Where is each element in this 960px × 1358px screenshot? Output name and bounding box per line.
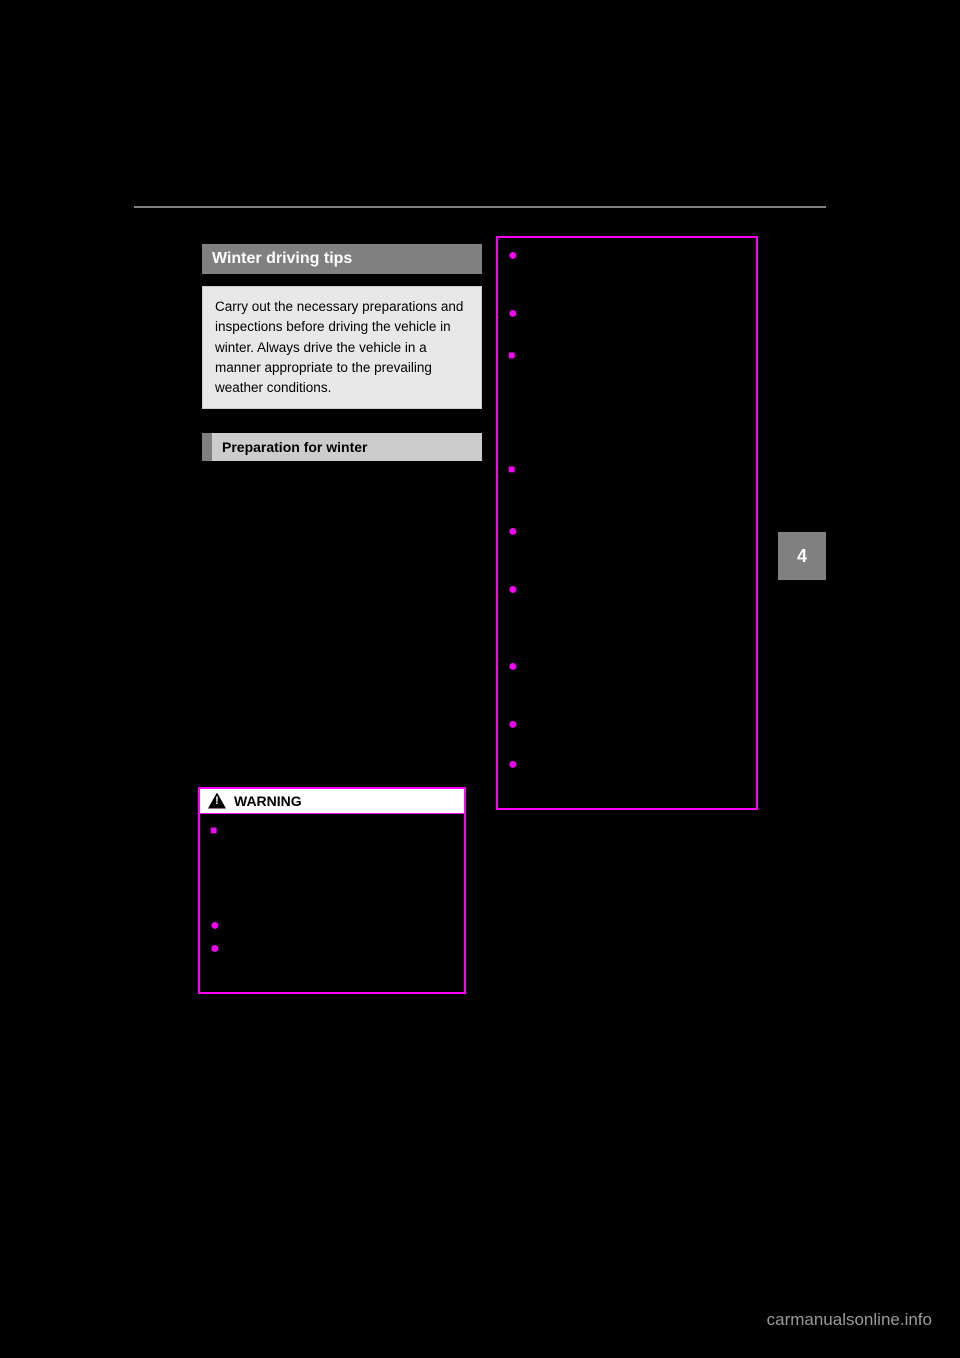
warning-triangle-icon (208, 793, 226, 809)
warning-bullet: ● Use tires of the specified size. (210, 916, 454, 935)
body-text: Ensure that all tires are the specified … (202, 710, 482, 771)
dot-bullet: • (202, 570, 207, 590)
warning-body-text: Observe the following precautions to red… (521, 367, 732, 454)
disc-icon: ● (508, 580, 518, 653)
body-bullet: ● Have the vehicle fitted with four snow… (202, 643, 482, 704)
warning-box-right: ● Do not drive at speeds in excess of th… (496, 236, 758, 810)
warning-bullet: ● Avoid driving on roads with deep snow … (508, 522, 746, 576)
warning-bullet: ● Maintain the recommended level of air … (210, 939, 454, 975)
left-column: Winter driving tips Carry out the necess… (202, 244, 482, 994)
warning-text: Do not use LTA (Lane Tracing Assist) sys… (524, 715, 746, 751)
warning-text: Do not drive in excess of the speed limi… (521, 461, 746, 515)
intro-box: Carry out the necessary preparations and… (202, 286, 482, 409)
warning-square-item: ■ Driving with tire chains Observe the f… (508, 347, 746, 456)
warning-body: ■ Driving with snow tires Observe the fo… (200, 814, 464, 992)
disc-icon: ● (508, 304, 518, 340)
section-title: Winter driving tips (202, 244, 482, 274)
body-text: Have the vehicle fitted with four snow t… (216, 643, 482, 704)
dot-bullet: • (202, 546, 207, 566)
warning-text: Driving with tire chains Observe the fol… (521, 347, 746, 456)
disc-icon: ● (210, 939, 220, 975)
warning-bullet: ● Do not use LTA (Lane Tracing Assist) s… (508, 715, 746, 751)
warning-square-item: ■ Do not drive in excess of the speed li… (508, 461, 746, 515)
body-text: Engine coolant (213, 546, 302, 566)
warning-text: Avoid sudden acceleration, abrupt steeri… (524, 580, 746, 653)
body-bullet: ● Use fluids that are appropriate to the… (202, 477, 482, 518)
watermark: carmanualsonline.info (767, 1310, 932, 1330)
disc-icon: ● (508, 246, 518, 300)
chapter-tab: 4 (778, 532, 826, 580)
square-icon: ■ (210, 822, 217, 913)
warning-text: Use snow tires on all, not just some whe… (524, 304, 746, 340)
warning-square-item: ■ Driving with snow tires Observe the fo… (210, 822, 454, 913)
right-column: ● Do not drive at speeds in excess of th… (498, 236, 756, 810)
disc-icon: ● (508, 715, 518, 751)
body-bullet: • Engine oil (202, 522, 482, 542)
square-icon: ■ (508, 461, 515, 515)
body-text: Use fluids that are appropriate to the p… (216, 477, 482, 518)
warning-text: Avoid driving on roads with deep snow as… (524, 522, 746, 576)
body-text: Have a service technician inspect the co… (216, 597, 482, 638)
warning-bold: Driving with snow tires (223, 824, 360, 838)
warning-text: Driving with snow tires Observe the foll… (223, 822, 454, 913)
body-text: Washer fluid (213, 570, 288, 590)
warning-bullet: ● Slow down sufficiently before entering… (508, 657, 746, 711)
warning-text: Do not drive at speeds in excess of the … (524, 246, 746, 300)
disc-icon: ● (508, 755, 518, 791)
warning-text: Use tires of the specified size. (226, 916, 392, 935)
warning-label: WARNING (234, 793, 302, 809)
disc-icon: ● (210, 916, 220, 935)
warning-body-text: Observe the following precautions to red… (223, 842, 452, 910)
body-bullet: • Engine coolant (202, 546, 482, 566)
disc-icon: ● (508, 657, 518, 711)
warning-box-left: WARNING ■ Driving with snow tires Observ… (198, 787, 466, 994)
body-bullet: • Washer fluid (202, 570, 482, 590)
square-icon: ■ (508, 347, 515, 456)
body-text: Engine oil (213, 522, 272, 542)
dot-bullet: • (202, 522, 207, 542)
body-bullet: ● Have a service technician inspect the … (202, 597, 482, 638)
disc-icon: ● (508, 522, 518, 576)
disc-bullet: ● (202, 643, 210, 704)
disc-bullet: ● (202, 597, 210, 638)
warning-text: Do not use LDA (Lane Departure Alert wit… (524, 755, 746, 791)
warning-text: Slow down sufficiently before entering a… (524, 657, 746, 711)
warning-body: ● Do not drive at speeds in excess of th… (498, 238, 756, 808)
warning-bullet: ● Avoid sudden acceleration, abrupt stee… (508, 580, 746, 653)
disc-bullet: ● (202, 477, 210, 518)
warning-bullet: ● Do not drive at speeds in excess of th… (508, 246, 746, 300)
warning-text: Maintain the recommended level of air pr… (226, 939, 454, 975)
warning-bullet: ● Use snow tires on all, not just some w… (508, 304, 746, 340)
warning-header: WARNING (200, 789, 464, 814)
warning-bold: Driving with tire chains (521, 349, 659, 363)
header-divider (134, 206, 826, 208)
sub-header: Preparation for winter (202, 433, 482, 461)
warning-bullet: ● Do not use LDA (Lane Departure Alert w… (508, 755, 746, 791)
